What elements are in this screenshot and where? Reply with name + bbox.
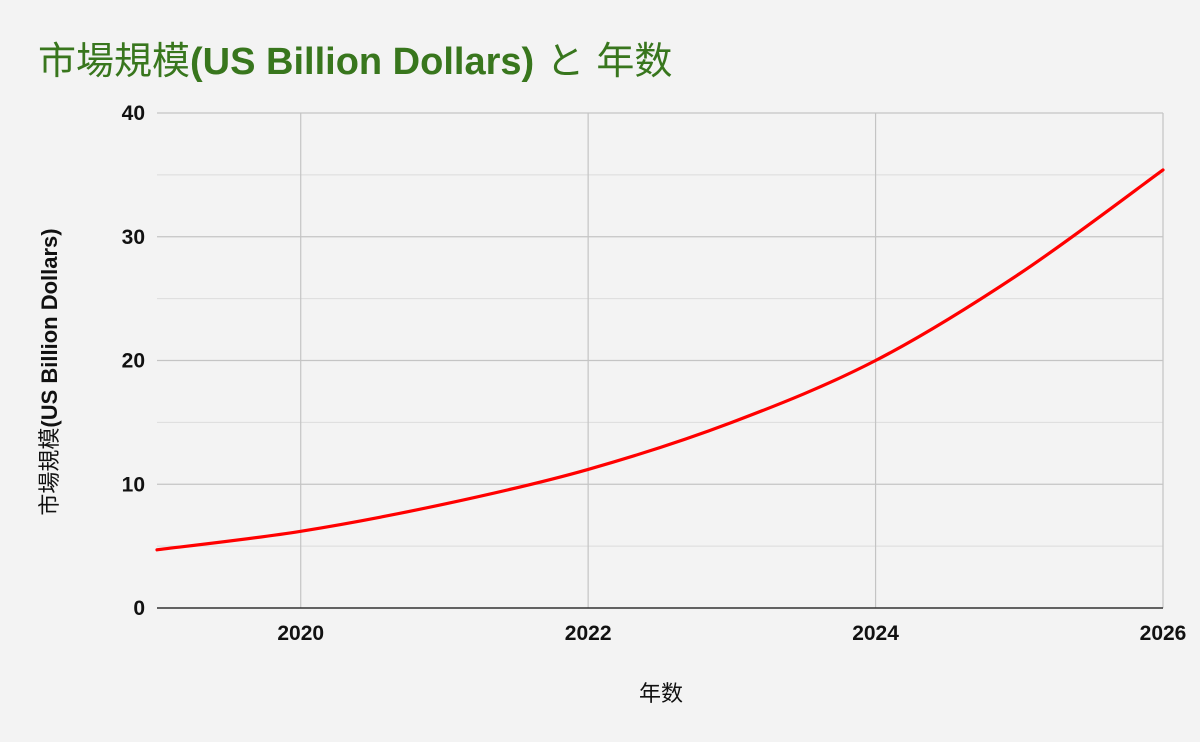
x-tick-label: 2022 — [565, 622, 612, 645]
x-axis-label: 年数 — [638, 682, 684, 707]
x-tick-label: 2026 — [1140, 622, 1187, 645]
chart-title: 市場規模(US Billion Dollars) と 年数 — [38, 30, 672, 85]
x-tick-label: 2024 — [852, 622, 899, 645]
series-line — [155, 168, 1165, 552]
x-tick-label: 2020 — [277, 622, 324, 645]
y-tick-label: 0 — [133, 597, 145, 620]
y-tick-label: 30 — [122, 226, 145, 249]
title-bold-text: (US Billion Dollars) — [190, 41, 535, 83]
y-tick-label: 20 — [122, 350, 145, 373]
title-main-text: 市場規模 — [38, 39, 191, 83]
title-tail-text: と 年数 — [534, 39, 673, 83]
y-tick-label: 40 — [122, 102, 145, 125]
y-tick-label: 10 — [122, 473, 145, 496]
